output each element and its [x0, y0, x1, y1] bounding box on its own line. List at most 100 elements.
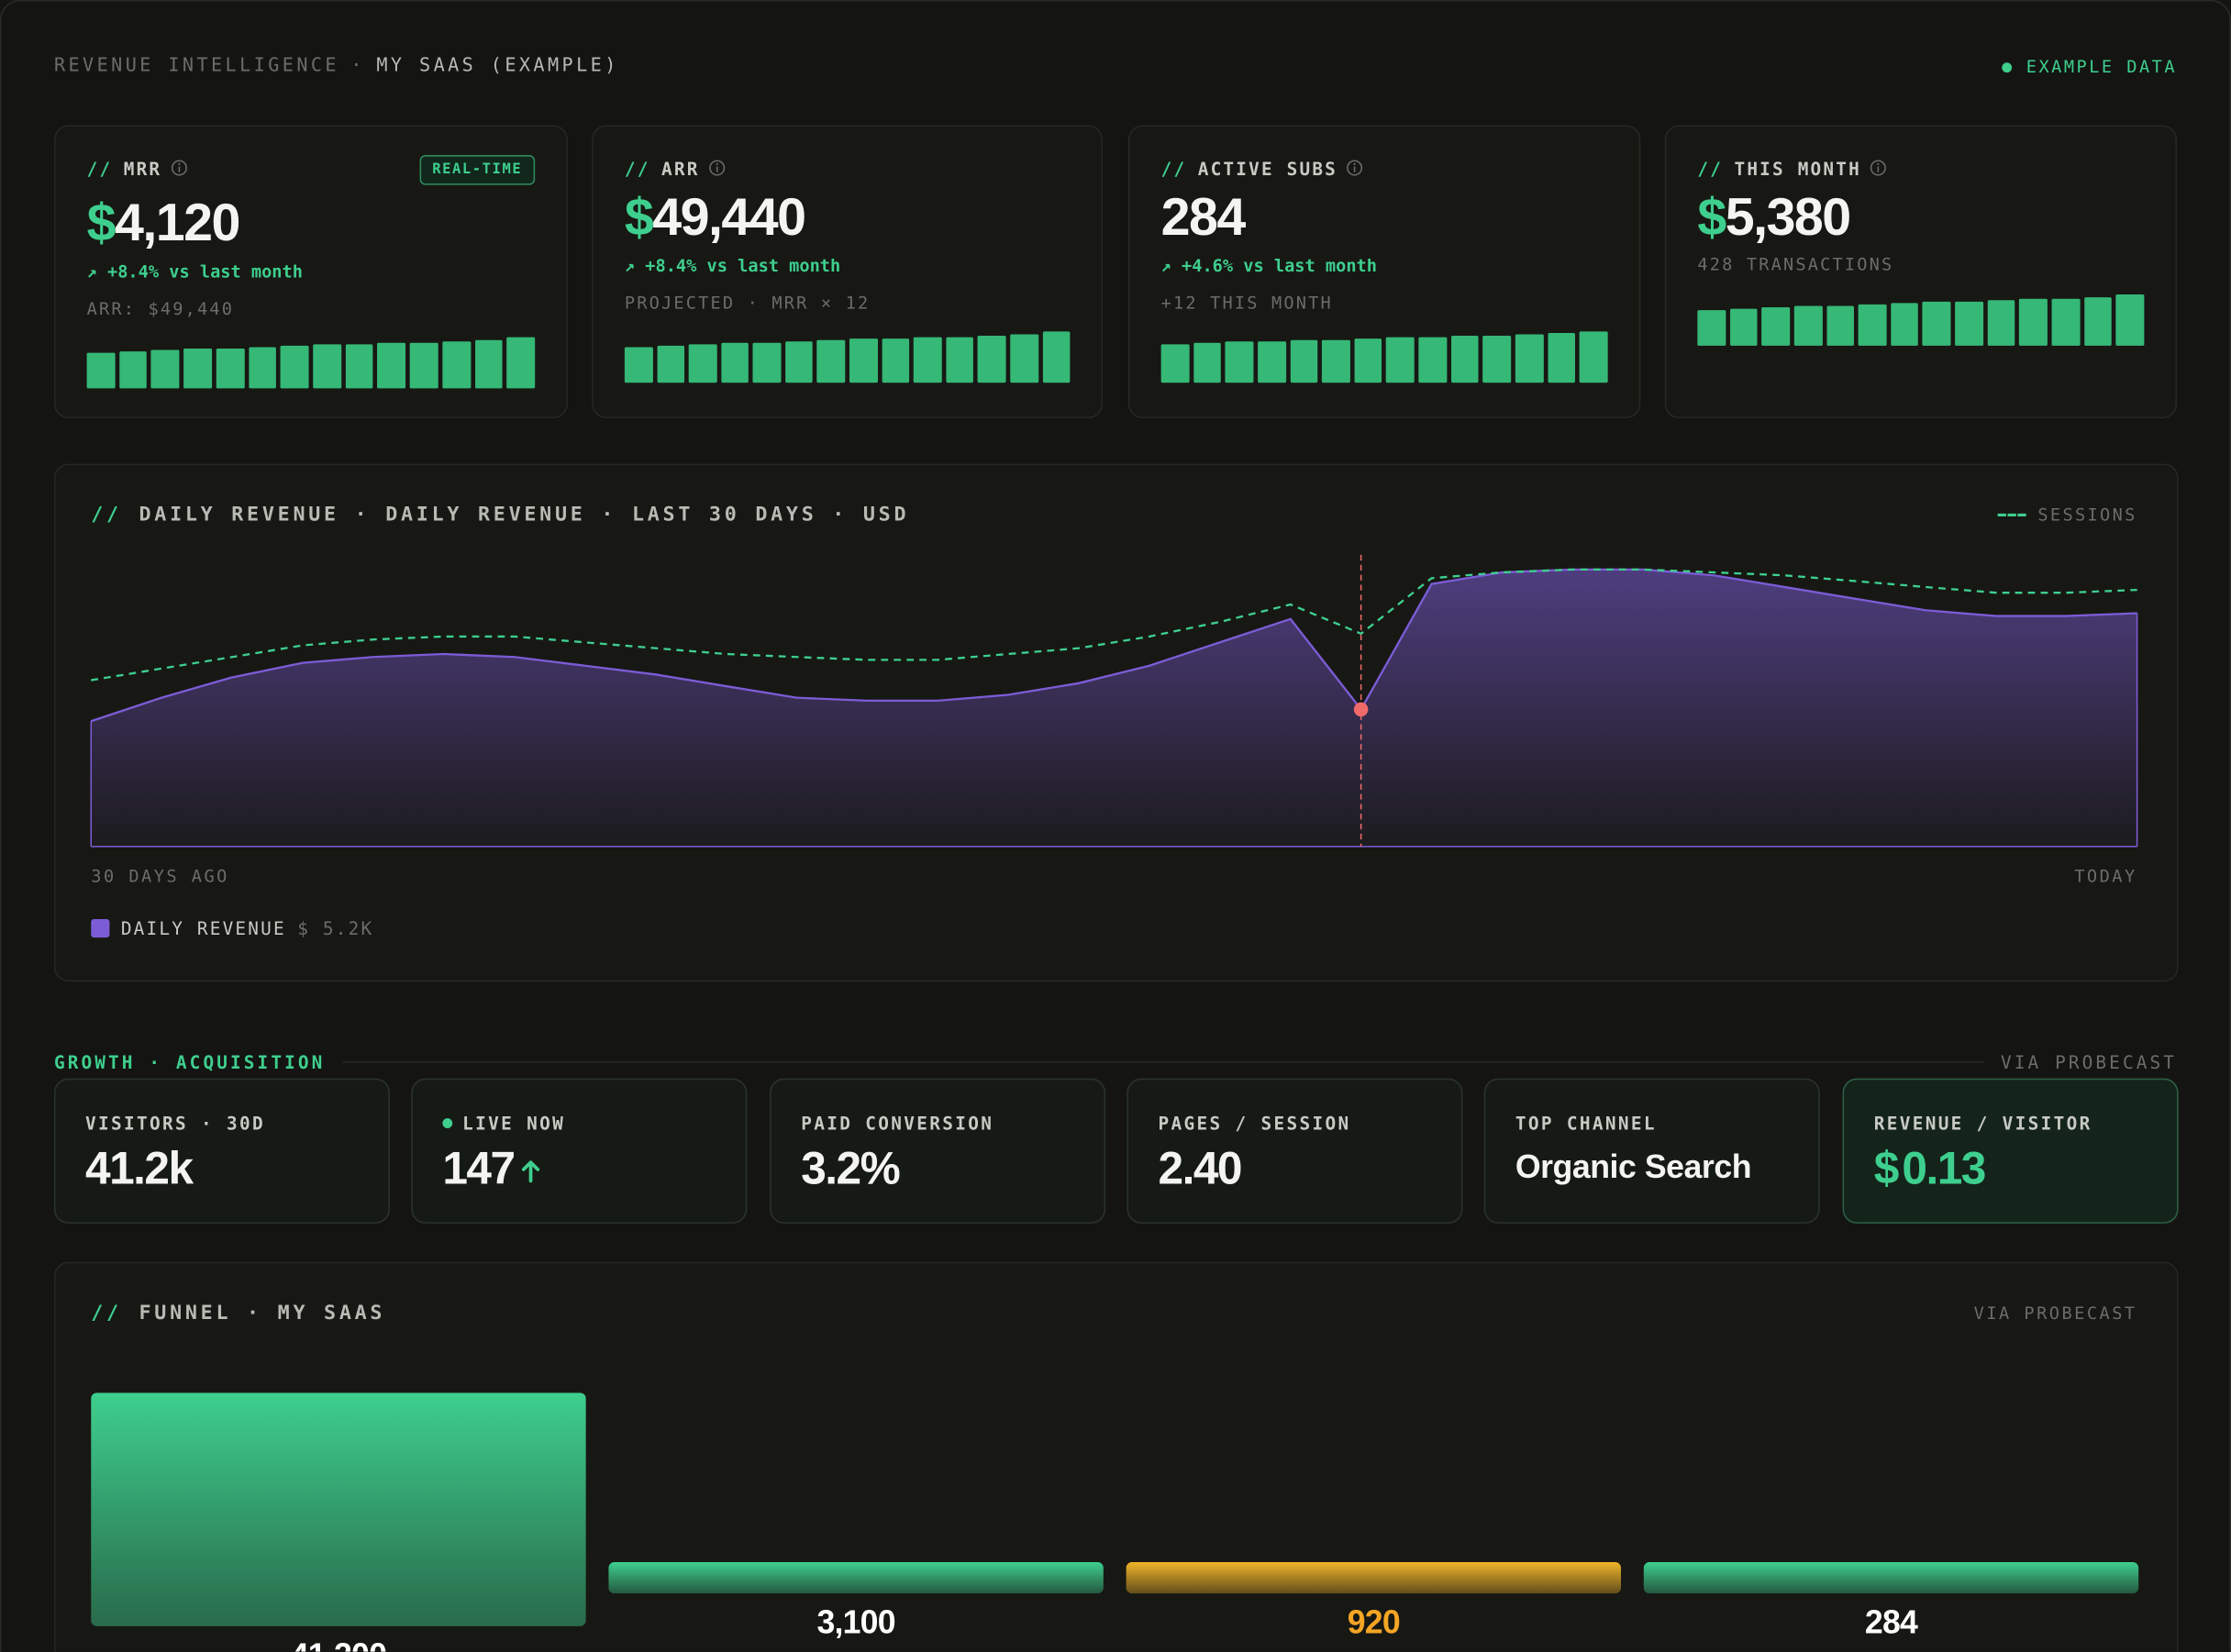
- revenue-line: [90, 568, 2137, 723]
- separator: ·: [350, 55, 365, 77]
- marker-dot: [1353, 702, 1369, 717]
- spark-bar: [2115, 294, 2145, 346]
- label: PAID CONVERSION: [801, 1112, 994, 1135]
- spark-bar: [2019, 298, 2048, 346]
- spark-bar: [1826, 305, 1855, 346]
- label: REVENUE / VISITOR: [1873, 1112, 2092, 1135]
- label-prefix: //: [86, 158, 113, 180]
- label-prefix: //: [624, 158, 650, 180]
- spark-bar: [409, 342, 438, 389]
- tile-value: $0.13: [1873, 1142, 1987, 1194]
- badge-text: EXAMPLE DATA: [2026, 57, 2178, 77]
- x-label-start: 30 DAYS AGO: [91, 866, 229, 887]
- kpi-label: // MRR: [87, 158, 188, 179]
- funnel-value: 284: [1865, 1604, 1918, 1641]
- currency: $: [1873, 1142, 1900, 1194]
- header-title: REVENUE INTELLIGENCE · MY SAAS (EXAMPLE): [54, 55, 619, 76]
- spark-bar: [1923, 301, 1951, 346]
- sparkbars: [624, 326, 1071, 383]
- legend: DAILY REVENUE $ 5.2K: [91, 917, 374, 939]
- spark-bar: [1761, 307, 1791, 346]
- spark-bar: [1160, 344, 1190, 383]
- kpi-change: ↗ +4.6% vs last month: [1160, 256, 1377, 276]
- realtime-tag: REAL-TIME: [419, 155, 536, 185]
- spark-bar: [1482, 336, 1512, 383]
- title-prefix: //: [91, 504, 122, 527]
- title-text: DAILY REVENUE · DAILY REVENUE · LAST 30 …: [139, 504, 910, 527]
- spark-bar: [817, 339, 846, 383]
- title-prefix: //: [91, 1302, 122, 1325]
- kpi-value: 284: [1161, 189, 1247, 246]
- value: 41.2k: [85, 1142, 194, 1194]
- title-text: FUNNEL · MY SAAS: [139, 1302, 386, 1325]
- legend-text: SESSIONS: [2037, 504, 2137, 526]
- kpi-note: ARR: $49,440: [86, 298, 235, 319]
- legend-value: $ 5.2K: [297, 917, 374, 939]
- spark-bar: [1548, 332, 1576, 383]
- spark-bar: [882, 338, 910, 383]
- spark-bar: [1987, 300, 2015, 346]
- spark-bar: [720, 342, 749, 383]
- funnel-bar: [91, 1392, 586, 1626]
- growth-title: GROWTH · ACQUISITION: [53, 1051, 326, 1073]
- spark-bar: [1450, 336, 1480, 383]
- info-icon[interactable]: [708, 160, 726, 177]
- tile-label: PAGES / SESSION: [1159, 1113, 1351, 1134]
- divider: [342, 1061, 1984, 1063]
- tile-label: REVENUE / VISITOR: [1874, 1113, 2092, 1134]
- spark-bar: [86, 352, 116, 389]
- spark-bar: [1257, 341, 1286, 383]
- label: TOP CHANNEL: [1515, 1112, 1657, 1135]
- metric-tile: PAID CONVERSION 3.2%: [770, 1078, 1106, 1224]
- tile-value: 2.40: [1158, 1142, 1243, 1194]
- growth-header: GROWTH · ACQUISITION VIA PROBECAST: [54, 1051, 2177, 1072]
- kpi-card: // ARR $49,440 ↗ +8.4% vs last month PROJECT…: [592, 125, 1104, 418]
- spark-bar: [183, 348, 212, 389]
- tile-value: 3.2%: [801, 1144, 900, 1192]
- spark-bar: [1418, 337, 1448, 383]
- info-icon[interactable]: [171, 160, 188, 177]
- value: 5,380: [1725, 187, 1851, 247]
- spark-bar: [784, 341, 814, 383]
- kpi-value: $5,380: [1697, 187, 1851, 247]
- tile-label: PAID CONVERSION: [801, 1113, 993, 1134]
- spark-bar: [118, 351, 148, 389]
- value: 147: [442, 1142, 516, 1194]
- spark-bar: [1354, 338, 1382, 383]
- kpi-change: ↗ +8.4% vs last month: [86, 261, 303, 283]
- funnel-bar: [1643, 1562, 2139, 1594]
- spark-bar: [1858, 304, 1887, 346]
- metric-tile: VISITORS · 30D 41.2k: [53, 1078, 390, 1224]
- spark-bar: [1515, 334, 1544, 383]
- kpi-note: +12 THIS MONTH: [1160, 293, 1333, 314]
- app-name: REVENUE INTELLIGENCE: [53, 55, 339, 77]
- tile-label: VISITORS · 30D: [85, 1113, 265, 1134]
- funnel-bar: [608, 1562, 1104, 1594]
- spark-bar: [1729, 308, 1758, 346]
- spark-bar: [216, 348, 245, 389]
- spark-bar: [1225, 341, 1254, 383]
- kpi-card: // MRR REAL-TIME $4,120 ↗ +8.4% vs last mont…: [53, 125, 568, 418]
- label: PAGES / SESSION: [1158, 1112, 1351, 1135]
- info-icon[interactable]: [1870, 160, 1887, 177]
- example-badge: EXAMPLE DATA: [2002, 57, 2177, 77]
- funnel-bar: [1126, 1562, 1621, 1594]
- label-text: MRR: [123, 158, 162, 180]
- spark-bar: [1697, 310, 1726, 346]
- info-icon[interactable]: [1346, 160, 1363, 177]
- kpi-label: // THIS MONTH: [1697, 158, 1887, 179]
- spark-bar: [1193, 342, 1222, 383]
- funnel-value: 3,100: [816, 1604, 894, 1641]
- value: 2.40: [1158, 1142, 1243, 1194]
- kpi-card: // ACTIVE SUBS 284 ↗ +4.6% vs last month +12…: [1127, 125, 1641, 418]
- spark-bar: [442, 341, 471, 389]
- value: 49,440: [652, 187, 806, 247]
- spark-bar: [1793, 305, 1823, 346]
- funnel-title: // FUNNEL · MY SAAS: [91, 1302, 385, 1325]
- metric-tile: LIVE NOW 147: [411, 1078, 748, 1224]
- project-name: MY SAAS (EXAMPLE): [376, 55, 619, 77]
- spark-bar: [752, 342, 782, 383]
